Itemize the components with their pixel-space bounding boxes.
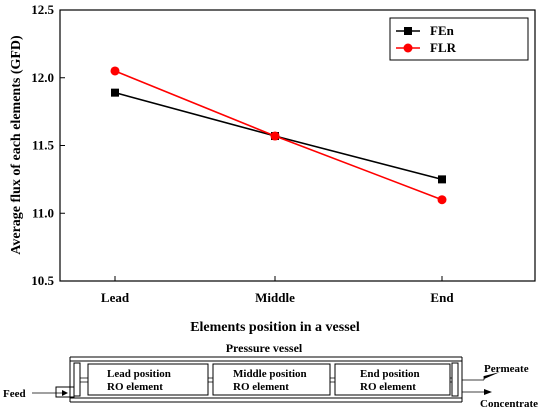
ro-element-end-line1: End position	[360, 368, 420, 380]
feed-pipe	[55, 386, 75, 398]
y-axis: 10.5 11.0 11.5 12.0 12.5	[31, 2, 65, 288]
point-fen-lead	[111, 88, 119, 97]
ro-element-middle-line2: RO element	[233, 381, 289, 393]
y-tick-label-0: 10.5	[31, 273, 54, 288]
pressure-vessel-diagram: Pressure vessel Lead position RO element…	[3, 341, 538, 410]
x-tick-label-middle: Middle	[255, 290, 295, 305]
ro-element-lead-line1: Lead position	[107, 368, 171, 380]
point-flr-end	[437, 195, 447, 205]
ro-element-middle-line1: Middle position	[233, 368, 307, 380]
point-flr-middle	[270, 131, 280, 141]
legend-marker-flr	[403, 43, 413, 53]
legend-label-fen: FEn	[430, 23, 455, 38]
y-tick-label-3: 12.0	[31, 70, 54, 85]
series-layer	[110, 66, 447, 205]
y-tick-label-2: 11.5	[32, 138, 55, 153]
y-tick-label-1: 11.0	[32, 205, 54, 220]
permeate-label: Permeate	[484, 363, 529, 375]
right-end-cap	[451, 362, 459, 397]
point-flr-lead	[110, 66, 120, 76]
pressure-vessel-label: Pressure vessel	[226, 341, 303, 355]
legend-marker-fen	[404, 27, 412, 35]
x-axis: Lead Middle End	[101, 276, 454, 305]
ro-element-lead-line2: RO element	[107, 381, 163, 393]
concentrate-label: Concentrate	[480, 398, 538, 410]
x-tick-label-end: End	[430, 290, 454, 305]
legend-label-flr: FLR	[430, 40, 457, 55]
left-end-cap	[73, 362, 81, 397]
feed-label: Feed	[3, 388, 26, 400]
point-fen-end	[438, 175, 446, 184]
x-axis-title: Elements position in a vessel	[190, 320, 360, 335]
legend: FEn FLR	[389, 17, 529, 61]
feed-arrow-head	[62, 390, 68, 396]
y-axis-title: Average flux of each elements (GFD)	[9, 35, 24, 255]
ro-element-end-line2: RO element	[360, 381, 416, 393]
ro-element-end	[334, 363, 451, 396]
legend-box	[389, 17, 529, 61]
y-tick-label-4: 12.5	[31, 2, 54, 17]
permeate-arrow-head	[484, 372, 500, 379]
ro-element-lead	[87, 363, 209, 396]
concentrate-arrow-head	[484, 389, 492, 395]
x-tick-label-lead: Lead	[101, 290, 130, 305]
ro-element-middle	[212, 363, 331, 396]
